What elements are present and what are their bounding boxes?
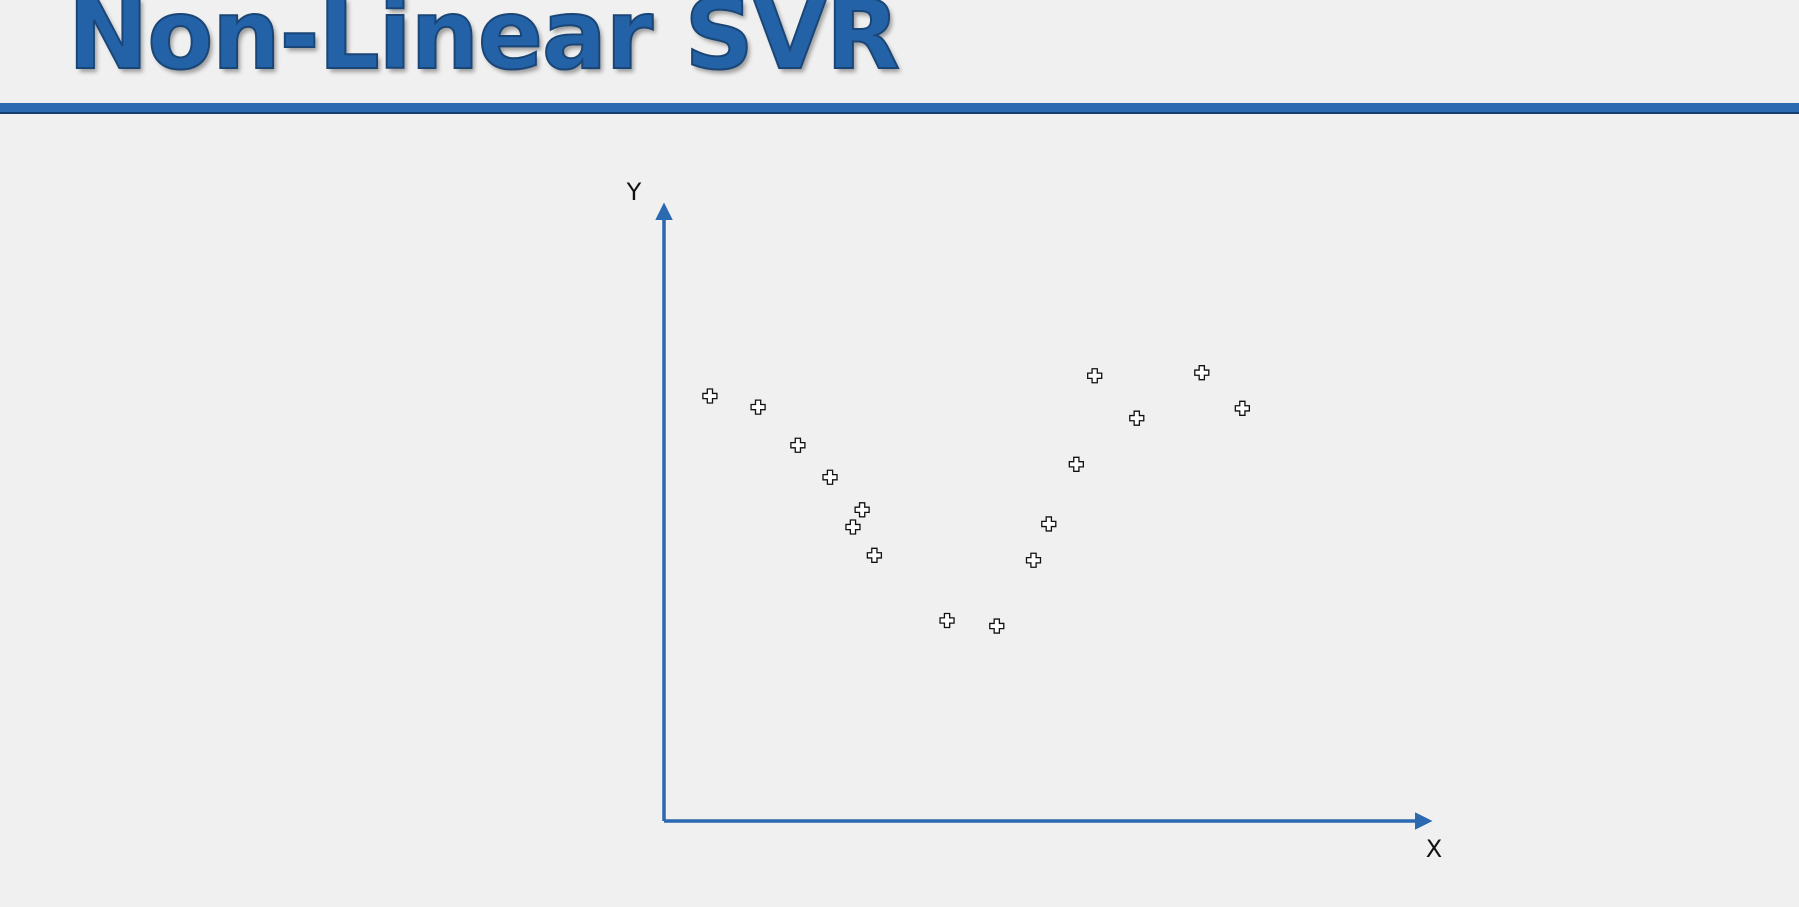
data-point-8: [939, 612, 955, 629]
data-point-13: [1087, 368, 1103, 384]
data-point-4: [822, 469, 838, 485]
title-divider: [0, 103, 1799, 114]
data-point-5: [854, 502, 870, 518]
data-point-9: [989, 618, 1005, 634]
x-axis-label: X: [1426, 835, 1442, 863]
data-point-14: [1129, 410, 1145, 426]
data-point-6: [845, 519, 861, 535]
data-point-7: [866, 547, 883, 563]
y-axis-label: Y: [626, 178, 642, 206]
data-point-15: [1194, 365, 1210, 381]
data-point-16: [1234, 400, 1250, 416]
data-point-12: [1068, 456, 1084, 472]
data-point-10: [1025, 552, 1042, 568]
data-point-3: [790, 437, 806, 453]
data-point-1: [702, 388, 718, 404]
data-points: [702, 365, 1250, 634]
slide-title: Non-Linear SVR: [67, 0, 901, 92]
data-point-11: [1041, 516, 1057, 532]
data-point-2: [750, 399, 766, 415]
